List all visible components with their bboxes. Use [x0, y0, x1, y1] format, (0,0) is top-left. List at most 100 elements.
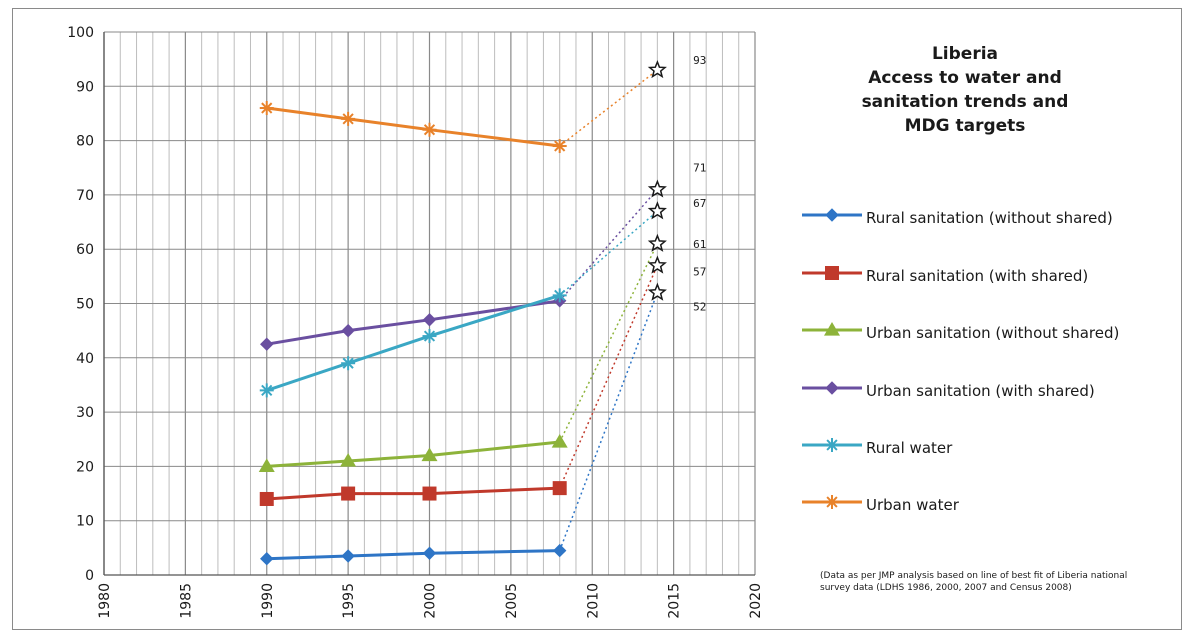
data-point-triangle [421, 447, 438, 462]
y-tick-label: 40 [76, 351, 94, 367]
data-point-asterisk [422, 122, 437, 137]
data-point-triangle [340, 452, 357, 467]
x-tick-label: 1990 [260, 583, 276, 619]
x-tick-label: 1980 [97, 583, 113, 619]
series-markers [258, 101, 568, 566]
target-label: 52 [693, 301, 706, 314]
legend-label: Rural sanitation (with shared) [866, 267, 1089, 285]
data-point-triangle [551, 433, 568, 448]
series-line [266, 440, 560, 468]
legend-label: Rural sanitation (without shared) [866, 209, 1113, 227]
target-star-icon [647, 179, 667, 198]
y-tick-label: 70 [76, 188, 94, 204]
target-star-icon [647, 255, 667, 274]
target-star-icon [647, 201, 667, 220]
y-tick-label: 80 [76, 134, 94, 150]
data-point-asterisk [341, 111, 356, 126]
data-point-asterisk [825, 495, 839, 509]
data-point-diamond [422, 546, 437, 560]
x-tick-label: 1985 [178, 583, 194, 619]
legend-label: Urban sanitation (without shared) [866, 324, 1120, 342]
target-label: 71 [693, 161, 706, 174]
chart-title-line: sanitation trends and [861, 92, 1069, 112]
data-point-diamond [260, 337, 274, 351]
series-line [266, 106, 560, 148]
y-tick-label: 20 [76, 459, 94, 475]
legend-swatch [802, 495, 862, 509]
target-projection-line [559, 243, 659, 443]
x-tick-label: 1995 [341, 583, 357, 619]
target-projection-lines [558, 69, 659, 551]
chart-title-line: MDG targets [904, 116, 1026, 136]
tick-labels: 0 10 20 30 40 50 60 70 80 90 100 1980 1985 1990 1995 20… [67, 25, 764, 619]
series-line [266, 299, 560, 346]
y-tick-label: 90 [76, 79, 94, 95]
target-projection-line [559, 265, 659, 489]
target-projection-line [559, 69, 658, 147]
chart-frame [12, 8, 1182, 630]
data-point-asterisk [341, 356, 356, 371]
y-tick-label: 30 [76, 405, 94, 421]
target-label: 61 [693, 238, 706, 251]
series-line [266, 549, 560, 561]
y-tick-label: 10 [76, 514, 94, 530]
data-point-diamond [825, 381, 839, 395]
data-point-asterisk [422, 329, 437, 344]
target-star-icon [647, 282, 667, 301]
target-star-icon [647, 59, 667, 79]
target-markers: 93 71 67 61 57 52 [647, 54, 706, 314]
target-label: 57 [693, 265, 706, 278]
data-point-diamond [341, 549, 355, 563]
y-tick-label: 60 [76, 242, 94, 258]
asterisk-stroke [423, 330, 436, 342]
asterisk-stroke [342, 113, 354, 125]
data-point-square [825, 266, 839, 280]
x-tick-label: 2010 [585, 583, 601, 619]
data-point-diamond [260, 552, 274, 566]
data-point-asterisk [552, 139, 567, 154]
asterisk-stroke [554, 289, 566, 301]
data-point-square [552, 481, 567, 496]
series-lines [266, 106, 561, 561]
y-tick-label: 100 [67, 25, 94, 41]
y-tick-label: 50 [76, 297, 94, 313]
series-line [266, 293, 561, 392]
series-line [266, 486, 560, 501]
data-point-square [341, 486, 356, 501]
chart-title-line: Liberia [931, 44, 999, 64]
legend-label: Rural water [866, 439, 953, 457]
asterisk-stroke [261, 102, 273, 114]
asterisk-stroke [342, 357, 354, 369]
y-tick-label: 0 [85, 568, 94, 584]
target-projection-line [558, 292, 659, 551]
data-point-asterisk [552, 288, 567, 303]
x-tick-label: 2015 [667, 583, 683, 619]
legend-swatch [802, 208, 862, 222]
x-tick-label: 2020 [748, 583, 764, 619]
data-point-asterisk [259, 383, 274, 398]
chart-title-line: Access to water and [868, 68, 1062, 88]
data-point-diamond [422, 313, 437, 327]
data-point-triangle [258, 458, 275, 472]
target-projection-line [559, 210, 658, 296]
data-point-asterisk [259, 101, 274, 116]
asterisk-stroke [423, 124, 436, 136]
data-point-diamond [825, 208, 839, 222]
data-point-asterisk [825, 438, 839, 452]
gridlines [103, 31, 756, 576]
legend-swatch [802, 438, 862, 452]
asterisk-stroke [554, 140, 566, 152]
data-source-note: (Data as per JMP analysis based on line … [820, 571, 1128, 593]
target-star-icon [647, 233, 667, 252]
x-tick-label: 2005 [504, 583, 520, 619]
axes [103, 32, 755, 576]
legend-swatch [802, 381, 862, 395]
data-point-square [422, 486, 437, 501]
legend-label: Urban sanitation (with shared) [866, 382, 1095, 400]
asterisk-stroke [826, 496, 838, 508]
data-point-diamond [341, 323, 355, 338]
data-point-diamond [552, 543, 567, 558]
legend-label: Urban water [866, 496, 959, 514]
